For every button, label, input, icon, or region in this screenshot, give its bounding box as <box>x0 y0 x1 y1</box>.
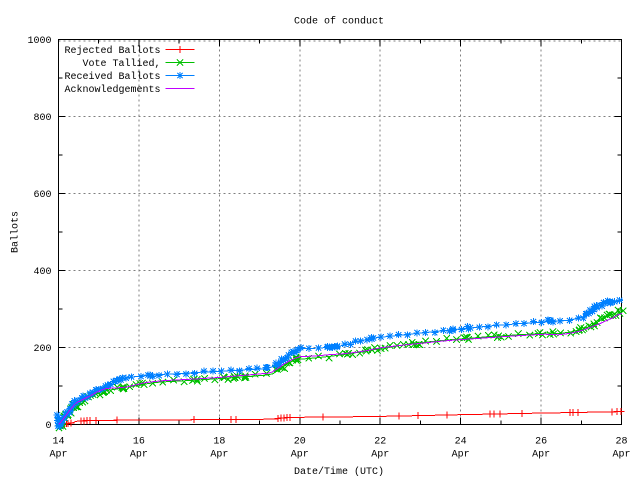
svg-text:Apr: Apr <box>612 450 630 461</box>
svg-text:24: 24 <box>455 437 467 448</box>
svg-text:Apr: Apr <box>371 450 389 461</box>
svg-text:Apr: Apr <box>210 450 228 461</box>
svg-text:Ballots: Ballots <box>10 211 22 253</box>
svg-text:28: 28 <box>615 437 627 448</box>
svg-text:Vote Tallied,: Vote Tallied, <box>82 58 160 70</box>
svg-text:22: 22 <box>374 437 386 448</box>
svg-text:Code of conduct: Code of conduct <box>294 16 384 28</box>
svg-text:Apr: Apr <box>130 450 148 461</box>
svg-text:Rejected Ballots: Rejected Ballots <box>64 45 160 57</box>
svg-text:800: 800 <box>33 113 51 124</box>
svg-text:26: 26 <box>535 437 547 448</box>
svg-text:14: 14 <box>52 437 64 448</box>
svg-text:0: 0 <box>45 421 51 432</box>
svg-text:Apr: Apr <box>291 450 309 461</box>
svg-text:400: 400 <box>33 267 51 278</box>
svg-text:600: 600 <box>33 190 51 201</box>
svg-text:16: 16 <box>133 437 145 448</box>
svg-text:Received Ballots: Received Ballots <box>64 71 160 83</box>
svg-text:1000: 1000 <box>27 36 51 47</box>
svg-text:20: 20 <box>294 437 306 448</box>
svg-text:Apr: Apr <box>49 450 67 461</box>
svg-text:18: 18 <box>213 437 225 448</box>
svg-text:Apr: Apr <box>532 450 550 461</box>
svg-text:Date/Time (UTC): Date/Time (UTC) <box>294 466 384 478</box>
svg-text:Apr: Apr <box>452 450 470 461</box>
svg-text:200: 200 <box>33 344 51 355</box>
svg-text:Acknowledgements: Acknowledgements <box>64 84 160 96</box>
